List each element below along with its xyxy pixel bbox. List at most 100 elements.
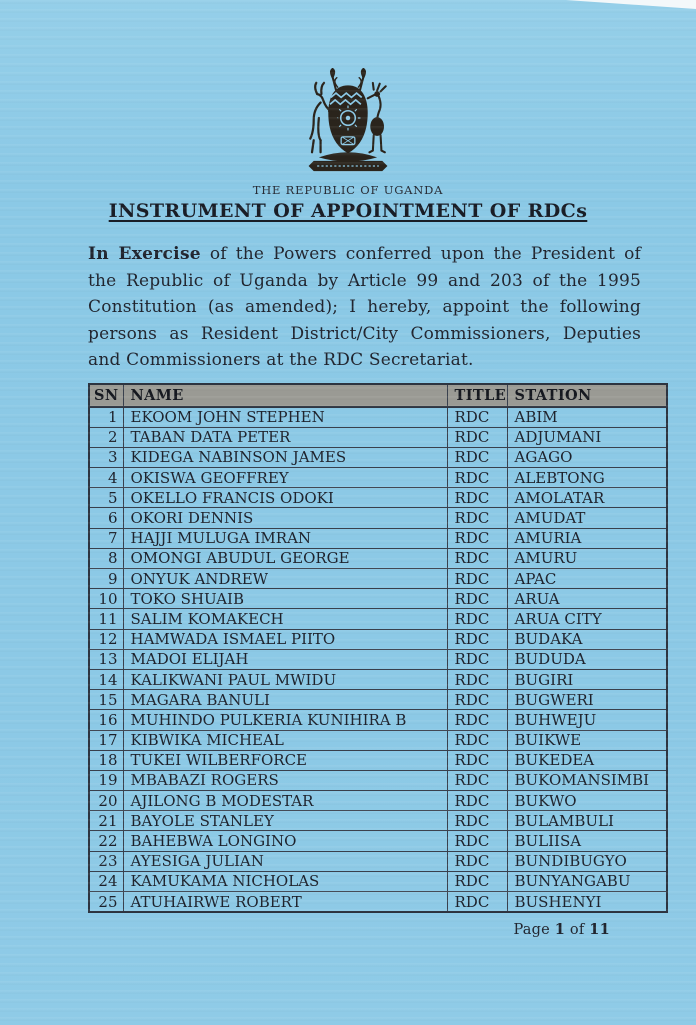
table-row: 25 ATUHAIRWE ROBERT RDC BUSHENYI <box>88 891 668 913</box>
station-cell: BUSHENYI <box>506 891 668 913</box>
sn-cell: 20 <box>88 790 124 812</box>
title-cell: RDC <box>446 527 508 549</box>
table-row: 15 MAGARA BANULI RDC BUGWERI <box>88 689 668 711</box>
header-sn: SN <box>88 383 124 408</box>
station-cell: APAC <box>506 567 668 590</box>
intro-paragraph: In Exercise of the Powers conferred upon… <box>88 241 641 374</box>
title-cell: RDC <box>446 749 508 771</box>
table-row: 20 AJILONG B MODESTAR RDC BUKWO <box>88 790 668 812</box>
name-cell: TOKO SHUAIB <box>122 588 448 610</box>
table-row: 13 MADOI ELIJAH RDC BUDUDA <box>88 648 668 670</box>
scan-corner-artifact <box>566 0 696 9</box>
title-cell: RDC <box>446 507 508 529</box>
header-station: STATION <box>506 383 668 408</box>
header-title: TITLE <box>446 383 508 408</box>
table-row: 6 OKORI DENNIS RDC AMUDAT <box>88 507 668 529</box>
station-cell: AMUDAT <box>506 507 668 529</box>
station-cell: BUKOMANSIMBI <box>506 769 668 792</box>
title-cell: RDC <box>446 689 508 711</box>
sn-cell: 14 <box>88 668 124 691</box>
title-cell: RDC <box>446 870 508 893</box>
sn-cell: 7 <box>88 527 124 549</box>
table-row: 16 MUHINDO PULKERIA KUNIHIRA B RDC BUHWEJU <box>88 709 668 731</box>
station-cell: BUKWO <box>506 790 668 812</box>
sn-cell: 18 <box>88 749 124 771</box>
station-cell: BUNDIBUGYO <box>506 850 668 872</box>
title-cell: RDC <box>446 467 508 489</box>
name-cell: MUHINDO PULKERIA KUNIHIRA B <box>122 709 448 731</box>
title-cell: RDC <box>446 891 508 913</box>
name-cell: SALIM KOMAKECH <box>122 608 448 630</box>
table-row: 22 BAHEBWA LONGINO RDC BULIISA <box>88 830 668 852</box>
title-cell: RDC <box>446 487 508 509</box>
station-cell: AMURIA <box>506 527 668 549</box>
table-row: 8 OMONGI ABUDUL GEORGE RDC AMURU <box>88 547 668 570</box>
intro-lead-bold: In Exercise <box>88 244 201 264</box>
name-cell: BAYOLE STANLEY <box>122 810 448 832</box>
station-cell: BUHWEJU <box>506 709 668 731</box>
title-cell: RDC <box>446 628 508 650</box>
name-cell: OKISWA GEOFFREY <box>122 467 448 489</box>
sn-cell: 8 <box>88 547 124 570</box>
name-cell: OMONGI ABUDUL GEORGE <box>122 547 448 570</box>
sn-cell: 4 <box>88 467 124 489</box>
table-row: 23 AYESIGA JULIAN RDC BUNDIBUGYO <box>88 850 668 872</box>
table-row: 17 KIBWIKA MICHEAL RDC BUIKWE <box>88 729 668 751</box>
name-cell: AJILONG B MODESTAR <box>122 790 448 812</box>
name-cell: KALIKWANI PAUL MWIDU <box>122 668 448 691</box>
table-row: 7 HAJJI MULUGA IMRAN RDC AMURIA <box>88 527 668 549</box>
name-cell: AYESIGA JULIAN <box>122 850 448 872</box>
name-cell: EKOOM JOHN STEPHEN <box>122 406 448 428</box>
table-row: 21 BAYOLE STANLEY RDC BULAMBULI <box>88 810 668 832</box>
station-cell: BUGWERI <box>506 689 668 711</box>
table-row: 10 TOKO SHUAIB RDC ARUA <box>88 588 668 610</box>
name-cell: BAHEBWA LONGINO <box>122 830 448 852</box>
station-cell: BUIKWE <box>506 729 668 751</box>
name-cell: MAGARA BANULI <box>122 689 448 711</box>
title-cell: RDC <box>446 547 508 570</box>
table-row: 24 KAMUKAMA NICHOLAS RDC BUNYANGABU <box>88 870 668 893</box>
current-page-number: 1 <box>554 921 566 939</box>
title-cell: RDC <box>446 446 508 469</box>
station-cell: BUDUDA <box>506 648 668 670</box>
sn-cell: 9 <box>88 567 124 590</box>
station-cell: ARUA CITY <box>506 608 668 630</box>
name-cell: HAMWADA ISMAEL PIITO <box>122 628 448 650</box>
name-cell: KIBWIKA MICHEAL <box>122 729 448 751</box>
uganda-coat-of-arms-icon <box>288 68 408 180</box>
station-cell: ARUA <box>506 588 668 610</box>
name-cell: MADOI ELIJAH <box>122 648 448 670</box>
sn-cell: 23 <box>88 850 124 872</box>
title-cell: RDC <box>446 567 508 590</box>
name-cell: ONYUK ANDREW <box>122 567 448 590</box>
name-cell: ATUHAIRWE ROBERT <box>122 891 448 913</box>
sn-cell: 12 <box>88 628 124 650</box>
title-cell: RDC <box>446 648 508 670</box>
station-cell: BULIISA <box>506 830 668 852</box>
table-row: 9 ONYUK ANDREW RDC APAC <box>88 567 668 590</box>
sn-cell: 21 <box>88 810 124 832</box>
station-cell: ALEBTONG <box>506 467 668 489</box>
table-row: 18 TUKEI WILBERFORCE RDC BUKEDEA <box>88 749 668 771</box>
name-cell: TABAN DATA PETER <box>122 426 448 448</box>
table-row: 3 KIDEGA NABINSON JAMES RDC AGAGO <box>88 446 668 469</box>
sn-cell: 1 <box>88 406 124 428</box>
table-row: 5 OKELLO FRANCIS ODOKI RDC AMOLATAR <box>88 487 668 509</box>
name-cell: KAMUKAMA NICHOLAS <box>122 870 448 893</box>
table-row: 4 OKISWA GEOFFREY RDC ALEBTONG <box>88 467 668 489</box>
name-cell: HAJJI MULUGA IMRAN <box>122 527 448 549</box>
title-cell: RDC <box>446 850 508 872</box>
sn-cell: 13 <box>88 648 124 670</box>
title-cell: RDC <box>446 709 508 731</box>
table-row: 19 MBABAZI ROGERS RDC BUKOMANSIMBI <box>88 769 668 792</box>
intro-body-text: of the Powers conferred upon the Preside… <box>88 244 642 370</box>
country-name-line: THE REPUBLIC OF UGANDA <box>252 183 444 197</box>
table-header-row: SN NAME TITLE STATION <box>88 383 668 408</box>
sn-cell: 16 <box>88 709 124 731</box>
station-cell: BUGIRI <box>506 668 668 691</box>
name-cell: KIDEGA NABINSON JAMES <box>122 446 448 469</box>
sn-cell: 5 <box>88 487 124 509</box>
appointments-table: SN NAME TITLE STATION 1 EKOOM JOHN STEPHE… <box>88 382 668 914</box>
title-cell: RDC <box>446 729 508 751</box>
